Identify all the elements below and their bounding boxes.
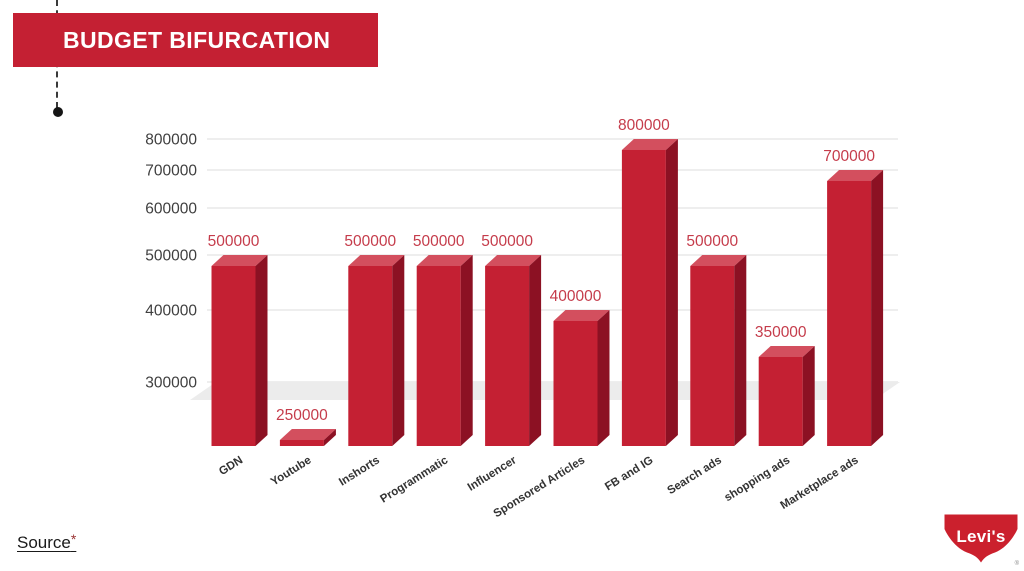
- bar-top-Influencer: [485, 255, 542, 266]
- x-category-label: Youtube: [269, 454, 314, 488]
- bar-value-label: 800000: [618, 117, 670, 134]
- y-axis-tick-label: 700000: [145, 163, 197, 180]
- title-banner: BUDGET BIFURCATION: [13, 13, 378, 67]
- bar-top-Marketplace ads: [827, 170, 884, 181]
- x-category-label: Search ads: [665, 454, 723, 497]
- bar-front-Sponsored Articles: [553, 321, 598, 446]
- bar-value-label: 500000: [413, 233, 465, 250]
- bar-side-Inshorts: [392, 255, 405, 446]
- bar-top-Programmatic: [416, 255, 473, 266]
- bar-value-label: 500000: [344, 233, 396, 250]
- source-asterisk: *: [70, 531, 77, 547]
- bar-top-shopping ads: [758, 346, 815, 357]
- bar-side-Search ads: [734, 255, 747, 446]
- bar-top-FB and IG: [621, 139, 678, 150]
- bar-value-label: 350000: [755, 324, 807, 341]
- bar-front-shopping ads: [758, 357, 803, 446]
- bar-top-Youtube: [279, 429, 336, 440]
- y-axis-tick-label: 300000: [145, 375, 197, 392]
- bar-front-FB and IG: [621, 150, 666, 446]
- bar-top-Search ads: [690, 255, 747, 266]
- bar-front-Search ads: [690, 266, 735, 446]
- bar-side-FB and IG: [665, 139, 678, 446]
- bar-front-Youtube: [279, 440, 324, 446]
- x-category-label: Programmatic: [378, 454, 450, 505]
- y-axis-tick-label: 800000: [145, 132, 197, 149]
- bar-top-Sponsored Articles: [553, 310, 610, 321]
- x-category-label: Inshorts: [337, 454, 382, 488]
- bar-value-label: 500000: [686, 233, 738, 250]
- bar-value-label: 500000: [208, 233, 260, 250]
- bar-side-Influencer: [529, 255, 542, 446]
- bar-value-label: 250000: [276, 407, 328, 424]
- levis-wordmark: Levi's: [956, 527, 1005, 546]
- bar-side-Sponsored Articles: [597, 310, 610, 446]
- bar-top-GDN: [211, 255, 268, 266]
- connector-dot: [53, 107, 63, 117]
- bar-front-GDN: [211, 266, 256, 446]
- y-axis-tick-label: 600000: [145, 201, 197, 218]
- bar-front-Marketplace ads: [827, 181, 872, 446]
- bar-side-Marketplace ads: [871, 170, 884, 446]
- bar-side-shopping ads: [802, 346, 815, 446]
- bar-top-Inshorts: [348, 255, 405, 266]
- x-category-label: shopping ads: [723, 454, 793, 504]
- y-axis-tick-label: 500000: [145, 248, 197, 265]
- registered-trademark: ®: [1015, 560, 1020, 566]
- bar-value-label: 500000: [481, 233, 533, 250]
- source-link[interactable]: Source*: [17, 531, 76, 553]
- bar-side-Youtube: [323, 429, 336, 446]
- x-category-label: GDN: [217, 454, 245, 478]
- source-label: Source: [17, 533, 71, 552]
- levis-batwing-shape: [944, 514, 1018, 563]
- bar-front-Inshorts: [348, 266, 393, 446]
- bar-side-Programmatic: [460, 255, 473, 446]
- y-axis-tick-label: 400000: [145, 303, 197, 320]
- bar-value-label: 400000: [550, 288, 602, 305]
- bar-front-Influencer: [485, 266, 530, 446]
- bar-front-Programmatic: [416, 266, 461, 446]
- slide-title: BUDGET BIFURCATION: [63, 26, 331, 53]
- levis-logo: Levi's ®: [944, 514, 1020, 566]
- x-category-label: FB and IG: [603, 454, 655, 493]
- bar-side-GDN: [255, 255, 268, 446]
- bar-value-label: 700000: [823, 148, 875, 165]
- x-category-label: Influencer: [466, 454, 519, 494]
